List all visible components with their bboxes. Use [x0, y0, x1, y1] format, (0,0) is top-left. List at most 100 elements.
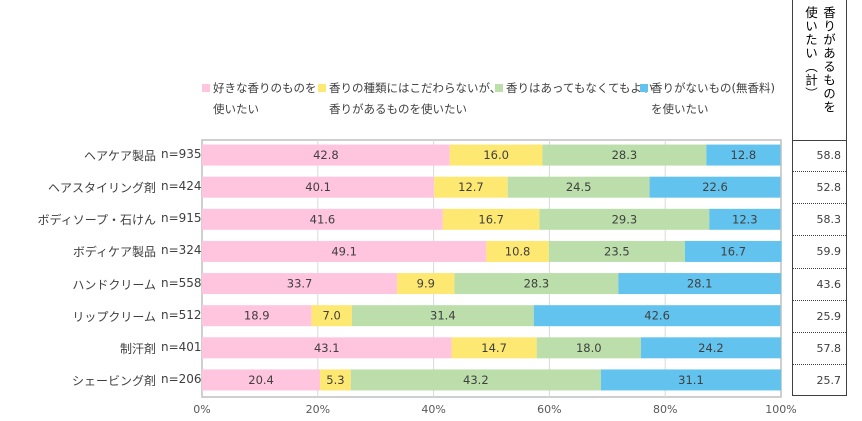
- sample-size-label: n=206: [161, 371, 202, 386]
- summary-value: 43.6: [793, 269, 846, 301]
- summary-value: 52.8: [793, 172, 846, 205]
- legend-item-favorite-scent: 好きな香りのものを 使いたい: [202, 78, 317, 120]
- bar-data-label: 23.5: [604, 244, 630, 258]
- legend-label: 香りはあってもなくてもよい: [506, 81, 654, 95]
- bar-data-label: 20.4: [248, 373, 274, 387]
- summary-value: 25.9: [793, 301, 846, 333]
- bar-segment: [533, 305, 781, 327]
- category-label: リップクリーム: [72, 309, 156, 324]
- bar-segment: [202, 144, 450, 166]
- bar-segment: [449, 144, 543, 166]
- bar-data-label: 28.1: [687, 277, 713, 291]
- summary-column: 香りがあるものを 使いたい（計） 58.8 52.8 58.3 59.9 43.6 25.…: [792, 0, 847, 396]
- summary-header: 香りがあるものを 使いたい（計）: [793, 0, 846, 141]
- bar-data-label: 31.1: [678, 373, 704, 387]
- sample-size-label: n=935: [161, 147, 202, 162]
- sample-size-label: n=324: [161, 243, 202, 258]
- bar-data-label: 40.1: [305, 180, 331, 194]
- bar-segment: [202, 240, 487, 262]
- bar-segment: [434, 176, 508, 198]
- bar-segment: [706, 144, 781, 166]
- summary-header-line2: 使いたい（計）: [803, 6, 818, 101]
- bar-segment: [640, 337, 781, 359]
- x-tick-label: 60%: [537, 403, 562, 416]
- bar-data-label: 31.4: [430, 309, 456, 323]
- bar-data-label: 16.0: [483, 148, 509, 162]
- category-label: ヘアスタイリング剤: [47, 181, 156, 196]
- category-label: 制汗剤: [119, 341, 156, 356]
- bar-segment: [397, 273, 455, 295]
- category-label: シェービング剤: [71, 373, 156, 388]
- bar-segment: [618, 273, 781, 295]
- bar-segment: [350, 369, 601, 391]
- bar-segment: [202, 337, 452, 359]
- summary-value: 25.7: [816, 373, 842, 387]
- legend-label: 使いたい: [213, 102, 259, 116]
- legend-label: 香りの種類にはこだわらないが、: [329, 81, 502, 95]
- bar-data-label: 12.3: [732, 212, 758, 226]
- summary-value: 59.9: [793, 236, 846, 269]
- bar-data-label: 24.5: [566, 180, 592, 194]
- legend-item-indifferent: 香りはあってもなくてもよい: [495, 78, 653, 99]
- bar-data-label: 49.1: [331, 244, 357, 258]
- summary-header-line1: 香りがあるものを: [821, 6, 836, 114]
- x-tick-label: 20%: [305, 403, 331, 416]
- bar-data-label: 12.7: [458, 180, 484, 194]
- sample-size-label: n=424: [161, 179, 202, 194]
- bar-data-label: 28.3: [612, 148, 638, 162]
- bar-data-label: 12.8: [731, 148, 757, 162]
- bar-segment: [311, 305, 352, 327]
- bar-segment: [320, 369, 351, 391]
- sample-size-label: n=558: [161, 275, 202, 290]
- bar-segment: [542, 144, 707, 166]
- summary-value: 57.8: [793, 333, 846, 365]
- bar-data-label: 10.8: [505, 244, 531, 258]
- legend-label: 好きな香りのものを: [213, 81, 317, 95]
- legend-item-unscented: 香りがないもの(無香料) を使いたい: [640, 78, 775, 120]
- bar-data-label: 41.6: [310, 212, 336, 226]
- category-label: ハンドクリーム: [72, 277, 156, 292]
- legend-swatch: [318, 84, 326, 92]
- summary-value: 58.8: [793, 140, 846, 173]
- category-label: ボディケア製品: [72, 245, 156, 260]
- bar-data-label: 33.7: [287, 277, 313, 291]
- bar-segment: [202, 369, 321, 391]
- plot-frame: [201, 139, 782, 398]
- x-tick-label: 40%: [421, 403, 446, 416]
- sample-size-label: n=512: [161, 307, 202, 322]
- bar-segment: [451, 337, 537, 359]
- x-tick-label: 80%: [652, 403, 678, 416]
- bar-data-label: 14.7: [481, 341, 507, 355]
- legend-item-any-scent: 香りの種類にはこだわらないが、 香りがあるものを使いたい: [318, 78, 501, 120]
- bar-data-label: 18.9: [244, 309, 270, 323]
- bar-segment: [442, 208, 540, 230]
- x-tick-label: 100%: [765, 403, 797, 416]
- bar-segment: [684, 240, 782, 262]
- summary-value: 58.3: [793, 204, 846, 237]
- bar-data-label: 7.0: [323, 309, 341, 323]
- legend-swatch: [202, 84, 210, 92]
- bar-data-label: 9.9: [417, 277, 435, 291]
- bar-data-label: 5.3: [326, 373, 344, 387]
- bar-data-label: 24.2: [698, 341, 724, 355]
- bar-data-label: 28.3: [524, 277, 550, 291]
- legend-label: 香りがあるものを使いたい: [329, 102, 467, 116]
- bar-data-label: 16.7: [478, 212, 504, 226]
- sample-size-label: n=401: [161, 339, 202, 354]
- bar-data-label: 42.6: [644, 309, 670, 323]
- legend-label: 香りがないもの(無香料): [651, 81, 775, 95]
- bar-data-label: 16.7: [720, 244, 746, 258]
- bar-segment: [536, 337, 641, 359]
- category-label: ボディソープ・石けん: [37, 213, 156, 228]
- bar-segment: [486, 240, 549, 262]
- legend-swatch: [640, 84, 648, 92]
- bar-data-label: 29.3: [612, 212, 638, 226]
- bar-segment: [202, 305, 312, 327]
- bar-segment: [202, 208, 443, 230]
- bar-segment: [539, 208, 710, 230]
- bar-segment: [202, 273, 398, 295]
- x-tick-label: 0%: [193, 403, 211, 416]
- bar-data-label: 22.6: [702, 180, 728, 194]
- bar-segment: [600, 369, 781, 391]
